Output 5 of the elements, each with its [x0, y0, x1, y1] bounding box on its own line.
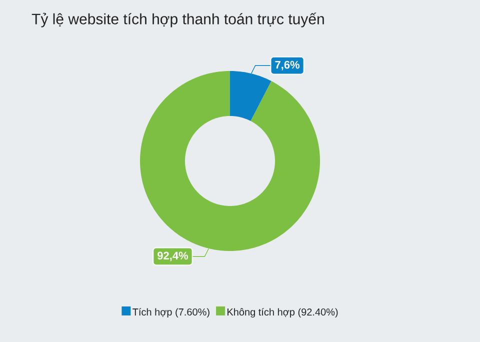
legend-label: Tích hợp (7.60%)	[132, 308, 210, 318]
chart-title: Tỷ lệ website tích hợp thanh toán trực tuyến	[32, 12, 324, 28]
data-label: 92,4%	[158, 252, 188, 262]
legend-label: Không tích hợp (92.40%)	[228, 308, 338, 318]
data-label: 7,6%	[275, 60, 300, 70]
